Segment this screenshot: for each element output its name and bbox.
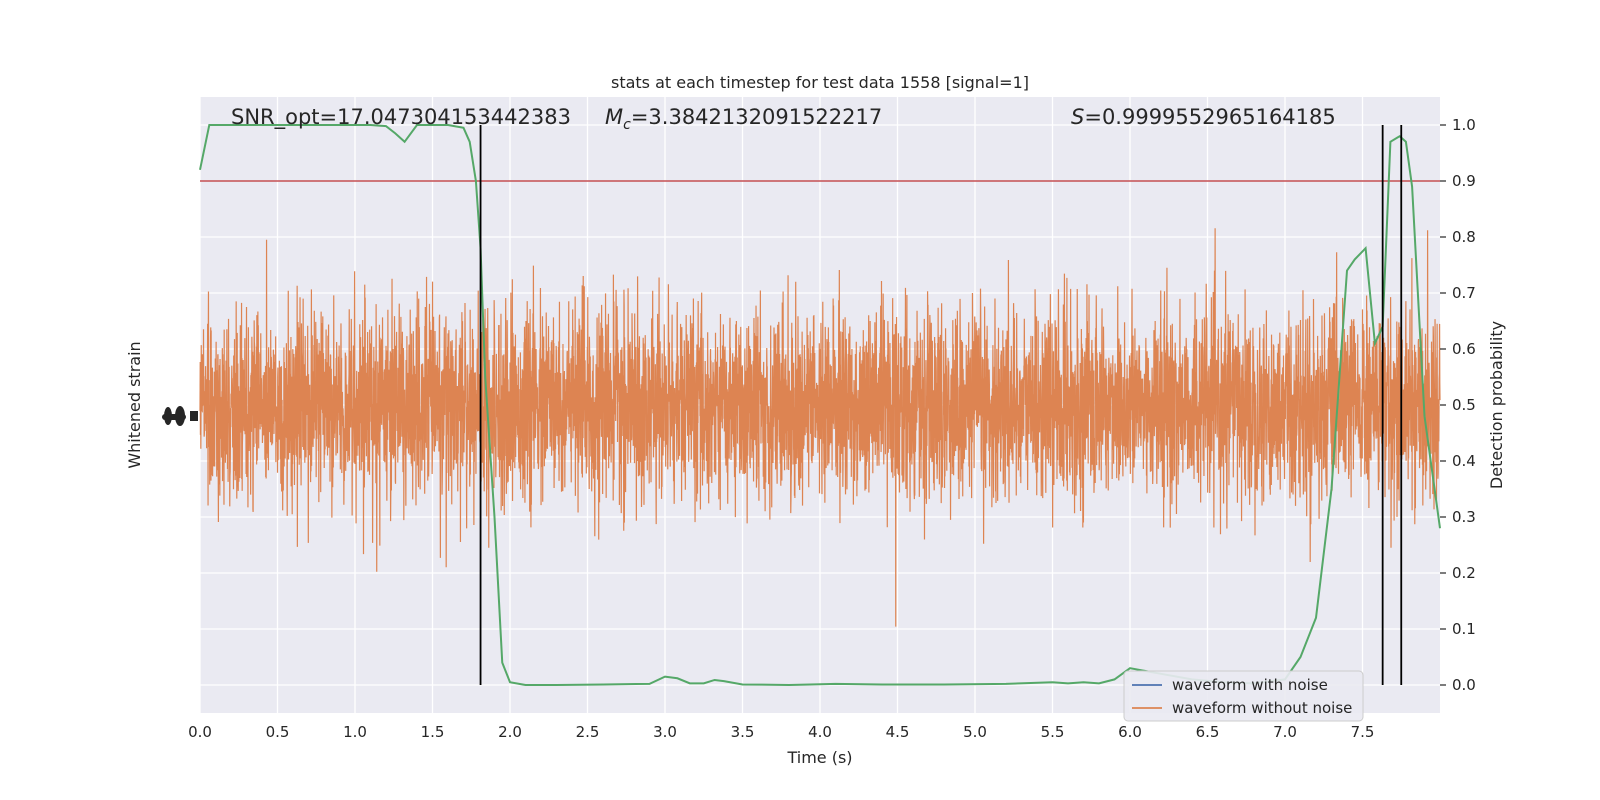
chart-title: stats at each timestep for test data 155…	[611, 73, 1029, 92]
x-tick-label-11: 5.5	[1041, 723, 1065, 741]
y-right-tick-label-8: 0.8	[1452, 228, 1476, 246]
y-right-tick-label-4: 0.4	[1452, 452, 1476, 470]
x-tick-label-2: 1.0	[343, 723, 367, 741]
y-right-tick-label-2: 0.2	[1452, 564, 1476, 582]
x-tick-label-8: 4.0	[808, 723, 832, 741]
y-right-tick-label-1: 0.1	[1452, 620, 1476, 638]
detection-probability-line	[199, 124, 1441, 687]
legend-box	[1123, 670, 1364, 722]
annotation-chirp-mass: Mc=3.3842132091522217	[605, 105, 882, 133]
x-tick-label-10: 5.0	[963, 723, 987, 741]
legend-label-with-noise: waveform with noise	[1172, 676, 1328, 694]
legend-label-without-noise: waveform without noise	[1172, 699, 1352, 717]
left-tick-blob-2	[175, 406, 185, 426]
x-tick-label-15: 7.5	[1351, 723, 1375, 741]
x-tick-label-3: 1.5	[421, 723, 445, 741]
y-right-tick-label-7: 0.7	[1452, 284, 1476, 302]
annotation-chirp-mass-subscript: c	[623, 117, 631, 133]
x-tick-label-6: 3.0	[653, 723, 677, 741]
legend	[1123, 670, 1364, 722]
y-axis-left-label: Whitened strain	[125, 341, 144, 468]
left-tick-blob-0	[190, 411, 198, 421]
y-right-tick-label-10: 1.0	[1452, 116, 1476, 134]
annotation-s-symbol: S	[1071, 105, 1084, 129]
x-tick-label-1: 0.5	[266, 723, 290, 741]
y-right-tick-label-0: 0.0	[1452, 676, 1476, 694]
x-tick-label-14: 7.0	[1273, 723, 1297, 741]
left-axis-collapsed-ticks	[162, 406, 198, 426]
y-axis-right-label: Detection probability	[1487, 321, 1506, 489]
left-tick-blob-3	[164, 407, 172, 425]
x-tick-label-5: 2.5	[576, 723, 600, 741]
x-tick-label-4: 2.0	[498, 723, 522, 741]
x-axis-label: Time (s)	[786, 748, 852, 767]
annotation-s-statistic: S=0.9999552965164185	[1071, 105, 1336, 129]
y-right-tick-label-3: 0.3	[1452, 508, 1476, 526]
x-tick-label-0: 0.0	[188, 723, 212, 741]
y-right-tick-label-6: 0.6	[1452, 340, 1476, 358]
strain-line-without-noise	[199, 228, 1441, 627]
annotation-snr: SNR_opt=17.047304153442383	[231, 105, 571, 130]
annotation-chirp-mass-symbol: M	[605, 105, 623, 129]
x-tick-label-12: 6.0	[1118, 723, 1142, 741]
x-tick-label-13: 6.5	[1196, 723, 1220, 741]
annotation-chirp-mass-value: =3.3842132091522217	[631, 105, 882, 129]
y-right-tick-label-9: 0.9	[1452, 172, 1476, 190]
y-right-tick-label-5: 0.5	[1452, 396, 1476, 414]
x-tick-label-9: 4.5	[886, 723, 910, 741]
annotation-s-value: =0.9999552965164185	[1084, 105, 1335, 129]
x-tick-label-7: 3.5	[731, 723, 755, 741]
